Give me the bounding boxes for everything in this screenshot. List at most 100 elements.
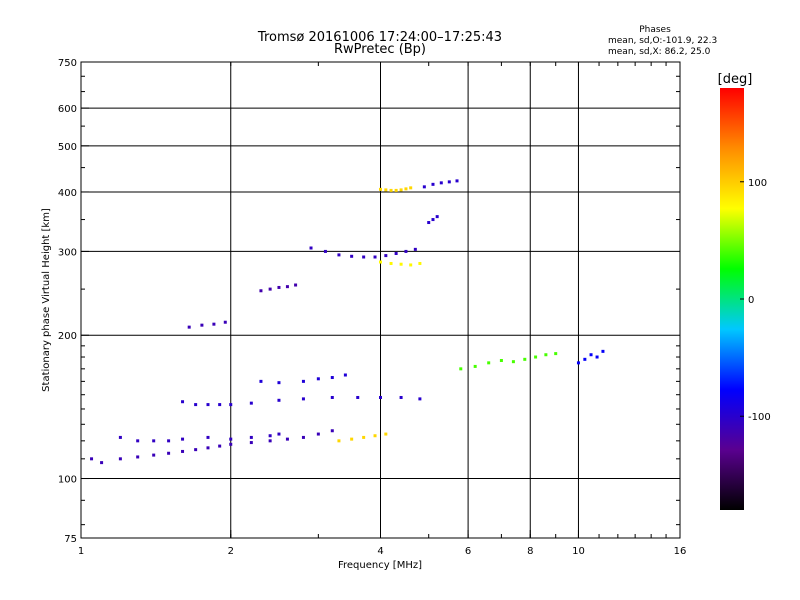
data-point [118, 457, 122, 461]
x-tick-label: 4 [377, 546, 383, 557]
data-point [277, 381, 281, 385]
y-tick-label: 75 [64, 534, 77, 545]
data-point [181, 437, 185, 441]
y-tick-label: 300 [58, 247, 77, 258]
data-point [350, 437, 354, 441]
data-point [409, 263, 413, 267]
data-point [404, 249, 408, 253]
data-point [589, 353, 593, 357]
data-point [418, 261, 422, 265]
data-point [218, 403, 222, 407]
data-point [187, 325, 191, 329]
colorbar-tick-label: 100 [748, 178, 767, 189]
x-tick-label: 16 [674, 546, 687, 557]
x-tick-label: 1 [78, 546, 84, 557]
data-point [268, 434, 272, 438]
data-point [523, 357, 527, 361]
data-point [343, 373, 347, 377]
x-axis: 1 2 4 6 8 10 16 [78, 62, 687, 557]
data-point [459, 367, 463, 371]
data-point [447, 180, 451, 184]
data-point [294, 283, 298, 287]
data-point [379, 395, 382, 399]
data-point [181, 449, 185, 453]
data-point [362, 435, 366, 439]
data-point [249, 435, 253, 439]
data-point [301, 397, 305, 401]
data-point [413, 247, 417, 251]
data-point [409, 186, 413, 190]
data-point [301, 435, 305, 439]
chart-title: Tromsø 20161006 17:24:00–17:25:43 [257, 30, 502, 45]
data-point [487, 361, 491, 365]
data-point [285, 285, 289, 289]
data-point [309, 246, 313, 250]
data-point [330, 376, 334, 380]
data-point [206, 403, 210, 407]
data-point [362, 255, 366, 259]
data-point [206, 435, 210, 439]
data-point [534, 355, 538, 359]
data-point [373, 255, 377, 259]
data-point [249, 441, 253, 445]
data-point [384, 432, 388, 436]
data-points [90, 179, 605, 465]
data-point [554, 352, 558, 356]
x-tick-label: 10 [572, 546, 585, 557]
data-point [399, 262, 403, 266]
data-point [431, 218, 435, 222]
data-point [337, 439, 341, 443]
data-point [167, 439, 171, 443]
data-point [323, 249, 327, 253]
data-point [118, 435, 122, 439]
data-point [511, 360, 515, 364]
colorbar-tick-label: 0 [748, 295, 754, 306]
data-point [181, 400, 185, 404]
x-tick-label: 8 [527, 546, 533, 557]
data-point [350, 254, 354, 258]
data-point [316, 432, 320, 436]
data-point [223, 320, 227, 324]
data-point [601, 349, 605, 353]
colorbar-ticks: 100 0 -100 [740, 178, 771, 423]
data-point [229, 403, 233, 407]
data-point [389, 261, 393, 265]
data-point [499, 358, 503, 362]
data-point [259, 289, 263, 293]
data-point [384, 188, 388, 192]
data-point [384, 254, 388, 258]
data-point [439, 181, 443, 185]
data-point [422, 185, 426, 189]
y-tick-label: 100 [58, 475, 77, 486]
x-tick-label: 6 [465, 546, 471, 557]
data-point [399, 188, 403, 192]
data-point [418, 397, 422, 401]
data-point [100, 461, 104, 465]
data-point [301, 379, 305, 383]
y-tick-label: 200 [58, 331, 77, 342]
data-point [330, 395, 334, 399]
data-point [595, 355, 599, 359]
y-tick-label: 600 [58, 104, 77, 115]
data-point [268, 287, 272, 291]
y-tick-label: 750 [58, 58, 77, 69]
data-point [404, 187, 408, 191]
data-point [394, 251, 398, 255]
data-point [212, 322, 216, 326]
colorbar-label: [deg] [718, 72, 753, 87]
data-point [218, 444, 222, 448]
colorbar-tick-label: -100 [748, 412, 771, 423]
data-point [379, 187, 382, 191]
data-point [399, 395, 403, 399]
data-point [330, 429, 334, 433]
grid-lines [81, 62, 680, 538]
data-point [259, 379, 263, 383]
data-point [194, 403, 198, 407]
data-point [229, 442, 233, 446]
stats-header: Phases [639, 25, 671, 35]
stats-line-x: mean, sd,X: 86.2, 25.0 [608, 47, 711, 57]
data-point [194, 448, 198, 452]
data-point [455, 179, 459, 183]
data-point [356, 395, 360, 399]
